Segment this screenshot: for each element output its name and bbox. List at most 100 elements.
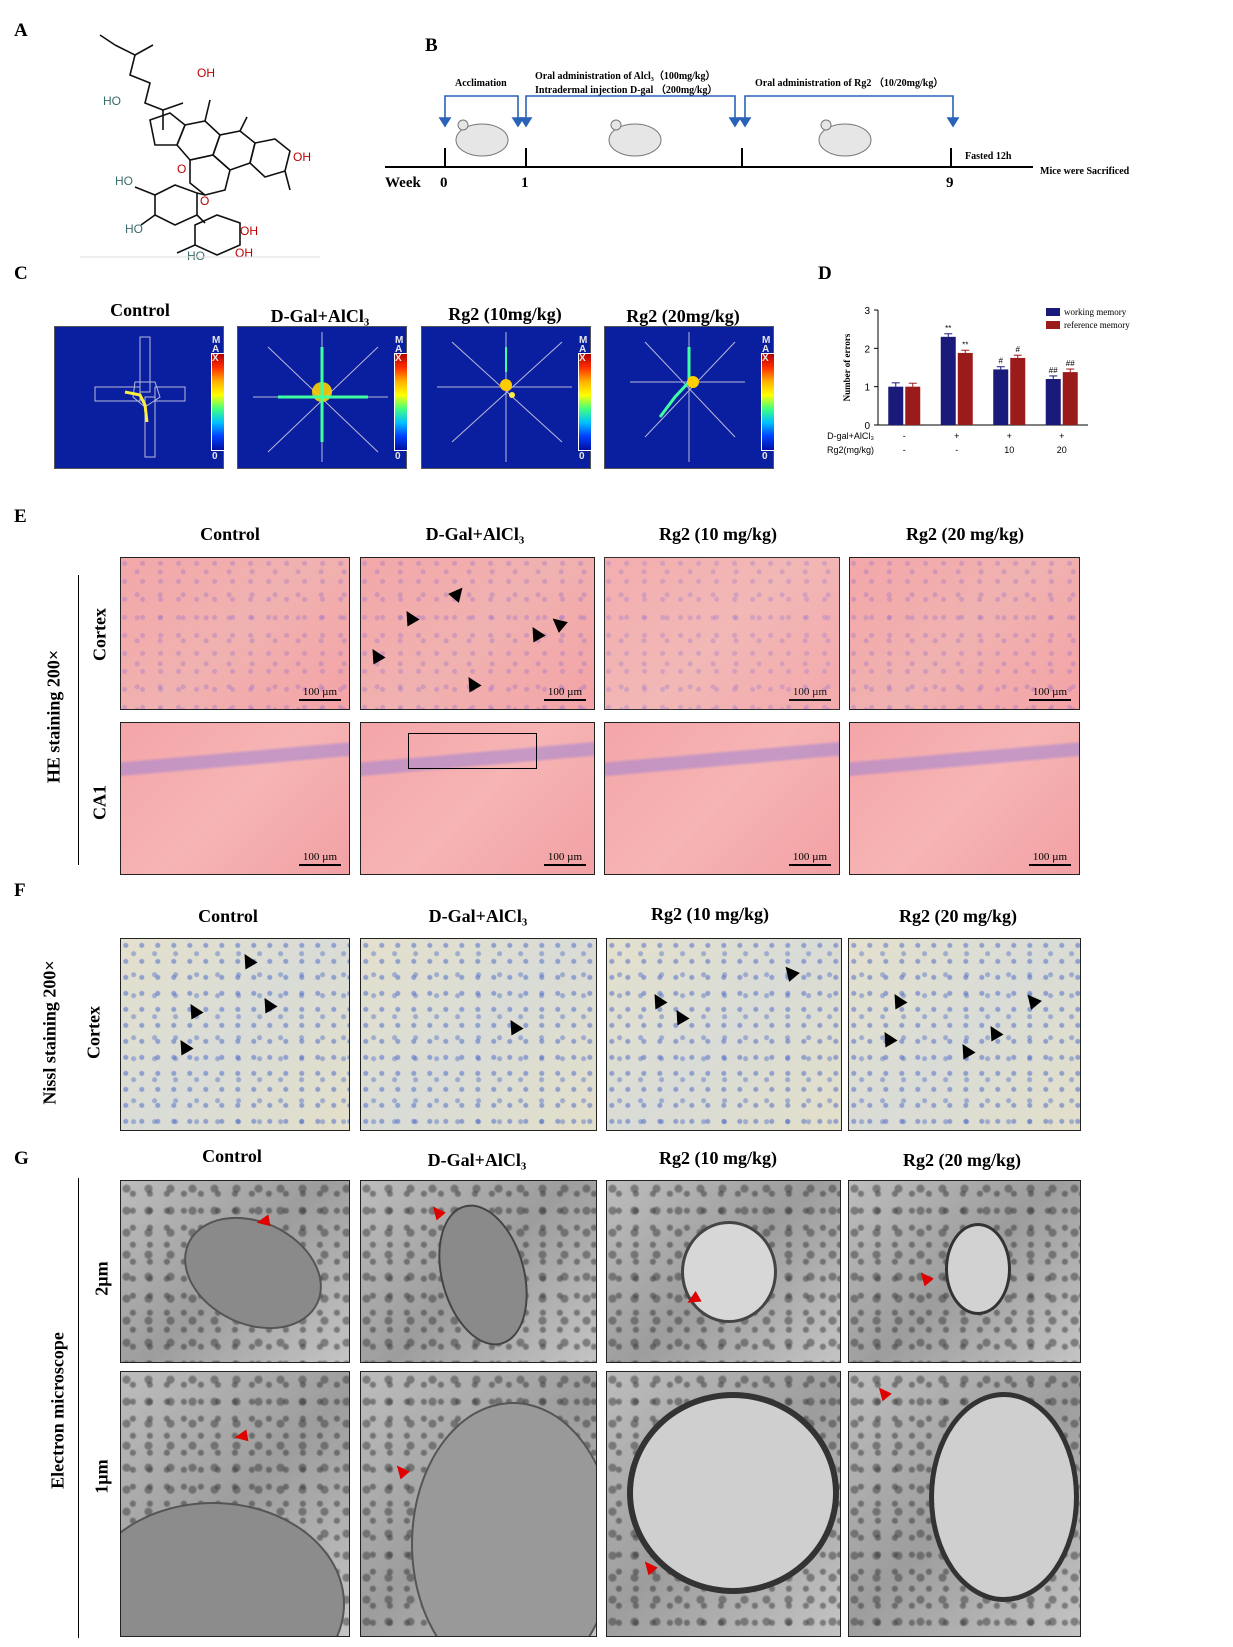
he-image-ca1-rg2-10: 100 µm: [604, 722, 840, 875]
significance-mark: **: [945, 324, 951, 333]
treatment-value: 20: [1057, 445, 1067, 455]
em-title-rg2-20: Rg2 (20 mg/kg): [903, 1150, 1021, 1170]
nissl-title-rg2-10: Rg2 (10 mg/kg): [651, 904, 769, 924]
em-image-2um-rg2-20: [848, 1180, 1081, 1363]
svg-text:O: O: [200, 194, 209, 208]
week-label: Week: [385, 175, 421, 191]
rg2-label: Oral administration of Rg2 （10/20mg/kg）: [755, 78, 944, 89]
scale-bar: 100 µm: [544, 851, 586, 866]
week-9: 9: [946, 175, 954, 191]
black-arrow-icon: [956, 1040, 976, 1060]
he-title-rg2-10: Rg2 (10 mg/kg): [659, 524, 777, 544]
em-row-2um: 2µm: [91, 1261, 112, 1296]
nissl-row-cortex: Cortex: [83, 1006, 104, 1059]
colorbar-max-m: M: [395, 335, 404, 346]
scale-bar: 100 µm: [1029, 851, 1071, 866]
treatment-value: 10: [1004, 445, 1014, 455]
he-row-cortex: Cortex: [89, 608, 110, 661]
black-arrow-icon: [448, 583, 468, 603]
he-image-cortex-rg2-20: 100 µm: [849, 557, 1080, 710]
bar-reference-memory: [1010, 357, 1026, 425]
he-image-cortex-model: 100 µm: [360, 557, 595, 710]
nissl-image-control: [120, 938, 350, 1131]
nissl-image-rg2-20: [848, 938, 1081, 1131]
black-arrow-icon: [670, 1006, 690, 1026]
scale-bar: 100 µm: [544, 686, 586, 701]
nissl-title-control: Control: [198, 906, 258, 926]
sacrificed-label: Mice were Sacrificed: [1040, 166, 1130, 177]
colorbar-max-m: M: [762, 335, 771, 346]
em-side-label: Electron microscope: [47, 1332, 68, 1489]
he-side-label: HE staining 200×: [43, 649, 64, 784]
panel-letter-d: D: [818, 263, 832, 284]
colorbar-max-letter: X: [579, 353, 586, 364]
black-arrow-icon: [780, 962, 800, 982]
svg-text:OH: OH: [293, 150, 311, 164]
colorbar-min: 0: [395, 451, 401, 462]
nissl-image-model: [360, 938, 597, 1131]
timeline-graphic: [385, 95, 1033, 168]
em-row-1um: 1µm: [91, 1459, 112, 1494]
scale-bar: 100 µm: [1029, 686, 1071, 701]
bar-working-memory: [993, 369, 1009, 425]
em-title-rg2-10: Rg2 (10 mg/kg): [659, 1148, 777, 1168]
ginsenoside-structure: HO OH OH O HO HO O OH OH HO: [80, 34, 320, 260]
treatment-value: -: [903, 431, 906, 441]
colorbar-max-letter: X: [395, 353, 402, 364]
panel-letter-c: C: [14, 263, 28, 284]
y-tick-label: 1: [864, 383, 870, 394]
colorbar-min: 0: [579, 451, 585, 462]
em-image-1um-rg2-20: [848, 1371, 1081, 1637]
black-arrow-icon: [888, 990, 908, 1010]
svg-text:HO: HO: [187, 249, 205, 260]
svg-text:OH: OH: [197, 66, 215, 80]
scale-bar: 100 µm: [299, 686, 341, 701]
em-image-1um-control: [120, 1371, 350, 1637]
black-arrow-icon: [1022, 990, 1042, 1010]
legend-swatch: [1046, 308, 1060, 316]
colorbar-max-m: M: [212, 335, 221, 346]
red-arrow-icon: [255, 1214, 271, 1229]
bar-reference-memory: [957, 352, 973, 425]
colorbar-max-letter: X: [762, 353, 769, 364]
red-arrow-icon: [428, 1202, 446, 1221]
treatment-value: -: [903, 445, 906, 455]
red-arrow-icon: [916, 1268, 934, 1287]
black-arrow-icon: [548, 613, 568, 633]
legend-label: reference memory: [1064, 320, 1130, 330]
nissl-image-rg2-10: [606, 938, 842, 1131]
treatment-value: +: [1007, 431, 1012, 441]
experiment-timeline: Acclimation Oral administration of Alcl₃…: [385, 60, 1145, 210]
black-arrow-icon: [526, 623, 546, 643]
maze-title-control: Control: [110, 300, 170, 320]
scale-bar: 100 µm: [789, 686, 831, 701]
red-arrow-icon: [233, 1429, 249, 1444]
svg-text:HO: HO: [115, 174, 133, 188]
panel-letter-f: F: [14, 880, 26, 901]
black-arrow-icon: [184, 1000, 204, 1020]
scale-bar: 100 µm: [299, 851, 341, 866]
nissl-side-label: Nissl staining 200×: [39, 960, 60, 1105]
em-image-2um-model: [360, 1180, 597, 1363]
week-0: 0: [440, 175, 448, 191]
significance-mark: ##: [1049, 366, 1058, 375]
red-arrow-icon: [392, 1461, 410, 1480]
black-arrow-icon: [984, 1022, 1004, 1042]
colorbar-max-letter: A: [212, 344, 220, 355]
svg-text:O: O: [177, 162, 186, 176]
he-side-bracket: [78, 575, 79, 865]
colorbar-max-m: M: [579, 335, 588, 346]
he-image-cortex-control: 100 µm: [120, 557, 350, 710]
black-arrow-icon: [174, 1036, 194, 1056]
y-tick-label: 0: [864, 421, 870, 432]
treatment-row-label: D-gal+AlCl₃: [827, 431, 874, 441]
em-image-1um-rg2-10: [606, 1371, 841, 1637]
em-side-bracket: [78, 1178, 79, 1638]
he-title-rg2-20: Rg2 (20 mg/kg): [906, 524, 1024, 544]
treatment-row-label: Rg2(mg/kg): [827, 445, 874, 455]
